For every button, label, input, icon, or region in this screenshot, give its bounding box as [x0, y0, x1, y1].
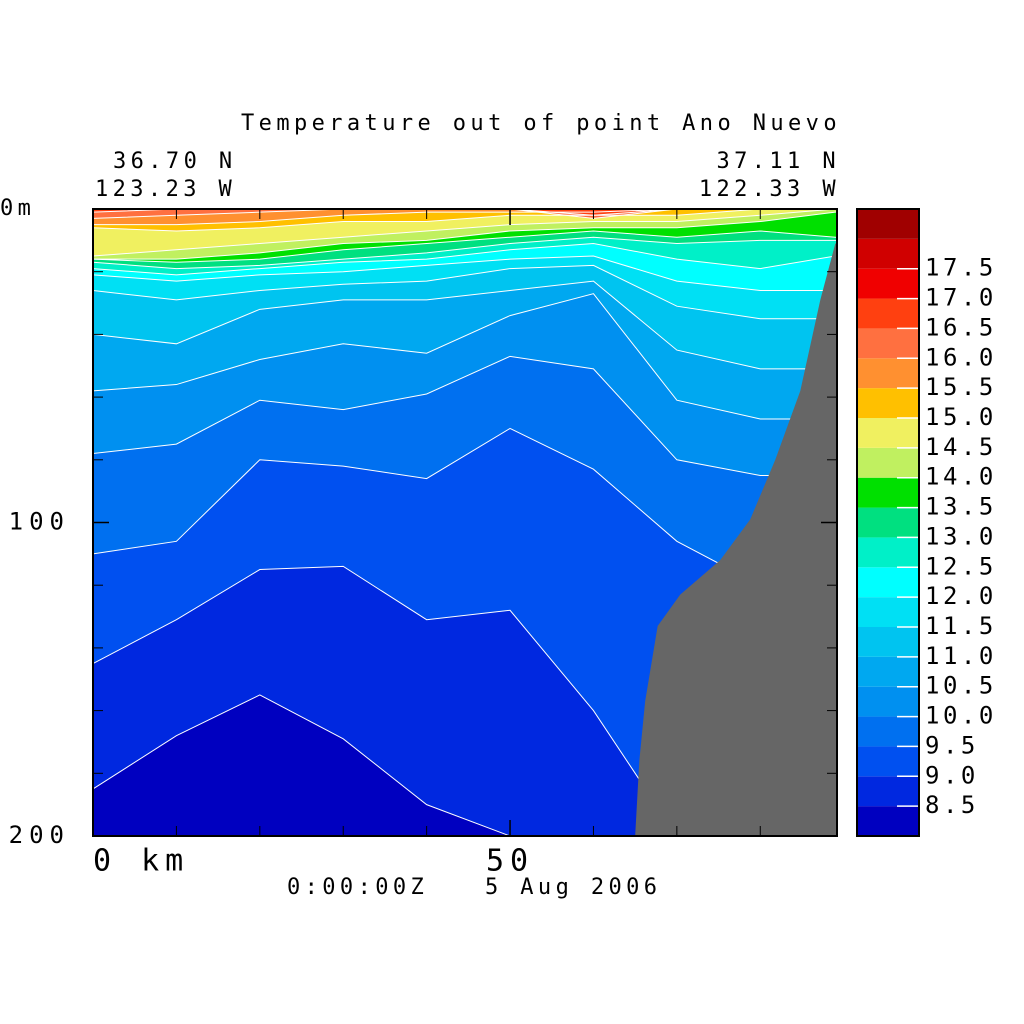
colorbar-swatch — [857, 746, 919, 777]
colorbar-swatch — [857, 209, 919, 239]
colorbar-swatch — [857, 686, 919, 717]
colorbar-label: 10.0 — [925, 702, 997, 730]
temperature-band — [93, 209, 837, 225]
colorbar-swatch — [857, 298, 919, 329]
isotherm-line — [93, 211, 837, 260]
bathymetry — [635, 243, 837, 837]
colorbar-swatch — [857, 447, 919, 478]
colorbar-label: 16.0 — [925, 343, 997, 371]
colorbar-swatch — [857, 418, 919, 448]
colorbar-swatch — [857, 268, 919, 299]
colorbar-label: 13.5 — [925, 493, 997, 521]
colorbar-label: 9.5 — [925, 731, 979, 759]
x-tick-label: 0 km — [93, 844, 189, 879]
colorbar-swatch — [857, 597, 919, 627]
colorbar-swatch — [857, 238, 919, 269]
colorbar-label: 11.0 — [925, 642, 997, 670]
colorbar-label: 9.0 — [925, 761, 979, 789]
isotherm-line — [92, 264, 837, 320]
isotherm-line — [92, 230, 837, 263]
colorbar-label: 10.5 — [925, 672, 997, 700]
y-tick-label: 100 — [9, 508, 70, 536]
colorbar-label: 13.0 — [925, 522, 997, 550]
colorbar-label: 12.0 — [925, 582, 997, 610]
colorbar-label: 17.5 — [925, 254, 997, 282]
isotherm-line — [92, 293, 837, 420]
colorbar-swatch — [857, 507, 919, 538]
corner-label: 122.33 W — [699, 177, 840, 202]
time-label: 0:00:00Z — [287, 875, 428, 900]
chart-title: Temperature out of point Ano Nuevo — [241, 111, 841, 136]
colorbar-swatch — [857, 388, 919, 418]
y-tick-label: 0m — [0, 196, 35, 221]
isotherm-line — [92, 280, 837, 370]
colorbar-label: 14.0 — [925, 463, 997, 491]
date-label: 5 Aug 2006 — [485, 875, 661, 900]
colorbar-label: 15.5 — [925, 373, 997, 401]
colorbar-label: 16.5 — [925, 313, 997, 341]
colorbar-label: 11.5 — [925, 612, 997, 640]
isotherm-line — [92, 242, 837, 276]
x-tick-label: 50 — [486, 844, 534, 879]
colorbar-swatch — [857, 328, 919, 359]
colorbar-swatch — [857, 776, 919, 807]
colorbar-swatch — [857, 716, 919, 747]
y-tick-label: 200 — [9, 821, 70, 849]
colorbar-label: 12.5 — [925, 552, 997, 580]
colorbar-swatch — [857, 806, 919, 836]
colorbar-swatch — [857, 358, 919, 389]
isotherm-line — [92, 255, 837, 292]
colorbar-swatch — [857, 627, 919, 657]
colorbar-swatch — [857, 477, 919, 508]
colorbar-label: 8.5 — [925, 791, 979, 819]
corner-label: 123.23 W — [95, 177, 236, 202]
colorbar-swatch — [857, 567, 919, 598]
corner-label: 36.70 N — [113, 149, 237, 174]
corner-label: 37.11 N — [716, 149, 840, 174]
colorbar-label: 14.5 — [925, 433, 997, 461]
colorbar-label: 17.0 — [925, 284, 997, 312]
colorbar-swatch — [857, 656, 919, 687]
colorbar-label: 15.0 — [925, 403, 997, 431]
colorbar-frame — [856, 208, 920, 837]
colorbar-swatch — [857, 537, 919, 568]
isotherm-line — [92, 236, 837, 270]
